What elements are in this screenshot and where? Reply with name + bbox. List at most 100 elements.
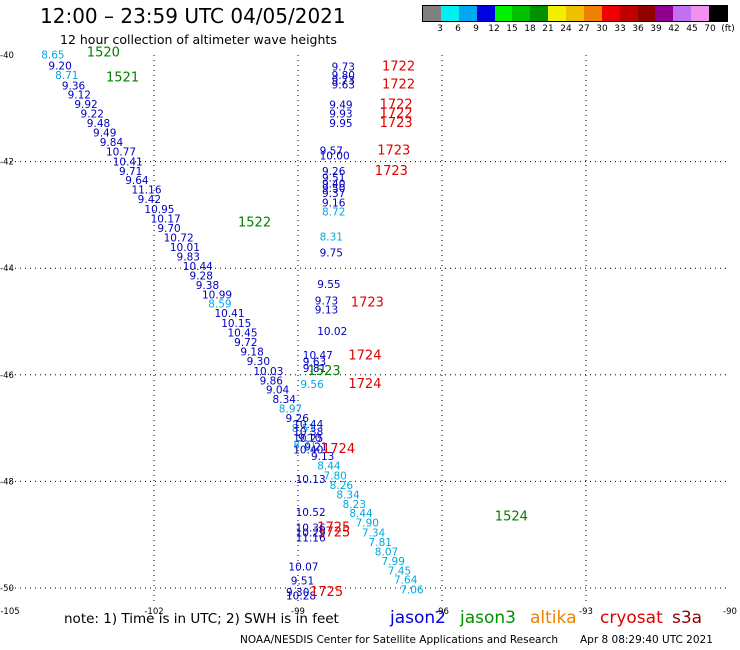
- wave-height-label: 7.99: [382, 556, 405, 568]
- wave-height-label: 7.06: [400, 584, 424, 596]
- wave-height-label: 9.86: [260, 375, 284, 387]
- wave-height-label: 9.22: [81, 108, 104, 120]
- wave-height-points: 8.659.208.719.369.129.929.229.489.499.84…: [41, 50, 424, 603]
- wave-height-label: 10.72: [164, 233, 194, 245]
- wave-height-label: 9.12: [68, 90, 91, 102]
- wave-height-label: 9.71: [119, 166, 142, 178]
- pass-time-label: 1522: [238, 216, 271, 231]
- wave-height-label: 9.84: [100, 137, 124, 149]
- credit-line: NOAA/NESDIS Center for Satellite Applica…: [240, 634, 558, 646]
- legend-swatch: [423, 6, 441, 21]
- satellite-name-altika: altika: [530, 608, 577, 628]
- wave-height-label: 9.38: [196, 280, 219, 292]
- wave-height-label: 7.90: [356, 518, 379, 530]
- wave-height-label: 10.02: [317, 326, 347, 338]
- legend-swatch: [601, 6, 620, 21]
- legend-swatch: [458, 6, 477, 21]
- wave-height-label: 8.34: [273, 394, 297, 406]
- y-tick-label: -42: [0, 158, 14, 168]
- map-grid: [10, 55, 730, 604]
- wave-height-label: 10.40: [293, 445, 323, 457]
- pass-time-label: 1524: [495, 509, 528, 524]
- wave-height-label: 9.37: [322, 188, 345, 200]
- wave-height-label: 9.72: [234, 337, 257, 349]
- pass-time-label: 1722: [382, 78, 415, 93]
- wave-height-label: 9.73: [315, 295, 338, 307]
- pass-time-label: 1520: [87, 46, 120, 61]
- wave-height-label: 10.07: [288, 561, 318, 573]
- wave-height-label: 10.28: [286, 591, 316, 603]
- wave-height-label: 9.26: [286, 413, 310, 425]
- wave-height-label: 10.45: [227, 327, 257, 339]
- legend-swatch: [583, 6, 602, 21]
- wave-height-label: 9.73: [332, 61, 355, 73]
- page-subtitle: 12 hour collection of altimeter wave hei…: [60, 32, 337, 47]
- legend-label: 45: [686, 24, 698, 34]
- page-title: 12:00 – 23:59 UTC 04/05/2021: [40, 4, 346, 28]
- wave-height-label: 8.21: [293, 439, 316, 451]
- wave-height-label: 9.55: [317, 279, 340, 291]
- pass-time-label: 1725: [317, 521, 350, 536]
- legend-label: 70: [704, 24, 716, 34]
- pass-time-label: 1725: [317, 525, 350, 540]
- wave-height-label: 8.51: [292, 423, 315, 435]
- pass-time-labels: 1520152115221523152417221722172217221723…: [87, 46, 528, 600]
- wave-height-label: 9.51: [322, 172, 345, 184]
- legend-swatch: [566, 6, 584, 21]
- wave-height-label: 8.72: [322, 206, 345, 218]
- footer-note: note: 1) Time is in UTC; 2) SWH is in fe…: [64, 611, 339, 627]
- satellite-name-jason2: jason2: [390, 608, 446, 628]
- wave-height-label: 10.17: [151, 213, 181, 225]
- x-tick-label: -93: [579, 607, 593, 617]
- wave-height-label: 10.13: [296, 474, 326, 486]
- wave-height-label: 10.15: [221, 318, 251, 330]
- legend-swatch: [476, 6, 495, 21]
- wave-height-label: 10.95: [144, 204, 174, 216]
- legend-swatch: [530, 6, 549, 21]
- wave-height-label: 10.03: [253, 366, 283, 378]
- wave-height-label: 9.80: [332, 70, 355, 82]
- wave-height-label: 10.47: [303, 350, 333, 362]
- legend-label: 3: [437, 24, 443, 34]
- satellite-name-cryosat: cryosat: [600, 608, 663, 628]
- legend-label: 27: [578, 24, 590, 34]
- wave-height-label: 9.56: [300, 379, 324, 391]
- wave-height-label: 8.31: [320, 231, 343, 243]
- wave-height-label: 9.13: [315, 305, 338, 317]
- legend-label: 21: [542, 24, 554, 34]
- pass-time-label: 1723: [375, 164, 408, 179]
- wave-height-label: 10.01: [170, 242, 200, 254]
- y-axis-ticks: -40 -42 -44 -46 -48 -50: [0, 51, 14, 594]
- legend-swatch: [655, 6, 674, 21]
- wave-height-label: 9.28: [190, 270, 213, 282]
- wave-height-label: 9.92: [74, 99, 97, 111]
- wave-height-label: 8.44: [317, 461, 341, 473]
- wave-height-label: 9.70: [157, 223, 180, 235]
- legend-swatch: [494, 6, 513, 21]
- satellite-name-s3a: s3a: [672, 608, 703, 628]
- wave-height-label: 8.07: [375, 546, 398, 558]
- legend-label: 12: [488, 24, 500, 34]
- legend-swatch: [691, 6, 709, 21]
- wave-height-label: 8.26: [330, 480, 354, 492]
- wave-height-label: 9.93: [329, 108, 352, 120]
- pass-time-label: 1723: [380, 116, 413, 131]
- wave-height-label: 9.18: [240, 347, 263, 359]
- wave-height-label: 9.36: [62, 81, 86, 93]
- x-tick-label: -105: [0, 607, 19, 617]
- timestamp: Apr 8 08:29:40 UTC 2021: [580, 634, 713, 646]
- x-tick-label: -99: [291, 607, 305, 617]
- legend-label: 18: [524, 24, 536, 34]
- wave-height-label: 9.16: [322, 197, 346, 209]
- legend-label: 24: [560, 24, 572, 34]
- wave-height-label: 8.71: [55, 70, 78, 82]
- wave-height-label: 10.00: [320, 150, 350, 162]
- wave-height-label: 9.13: [311, 451, 334, 463]
- wave-height-label: 9.75: [320, 247, 343, 259]
- pass-time-label: 1724: [348, 377, 381, 392]
- wave-height-label: 7.80: [323, 470, 346, 482]
- pass-time-label: 1521: [106, 71, 139, 86]
- wave-height-label: 9.63: [303, 357, 326, 369]
- wave-height-label: 10.25: [293, 433, 323, 445]
- legend-label: 15: [506, 24, 518, 34]
